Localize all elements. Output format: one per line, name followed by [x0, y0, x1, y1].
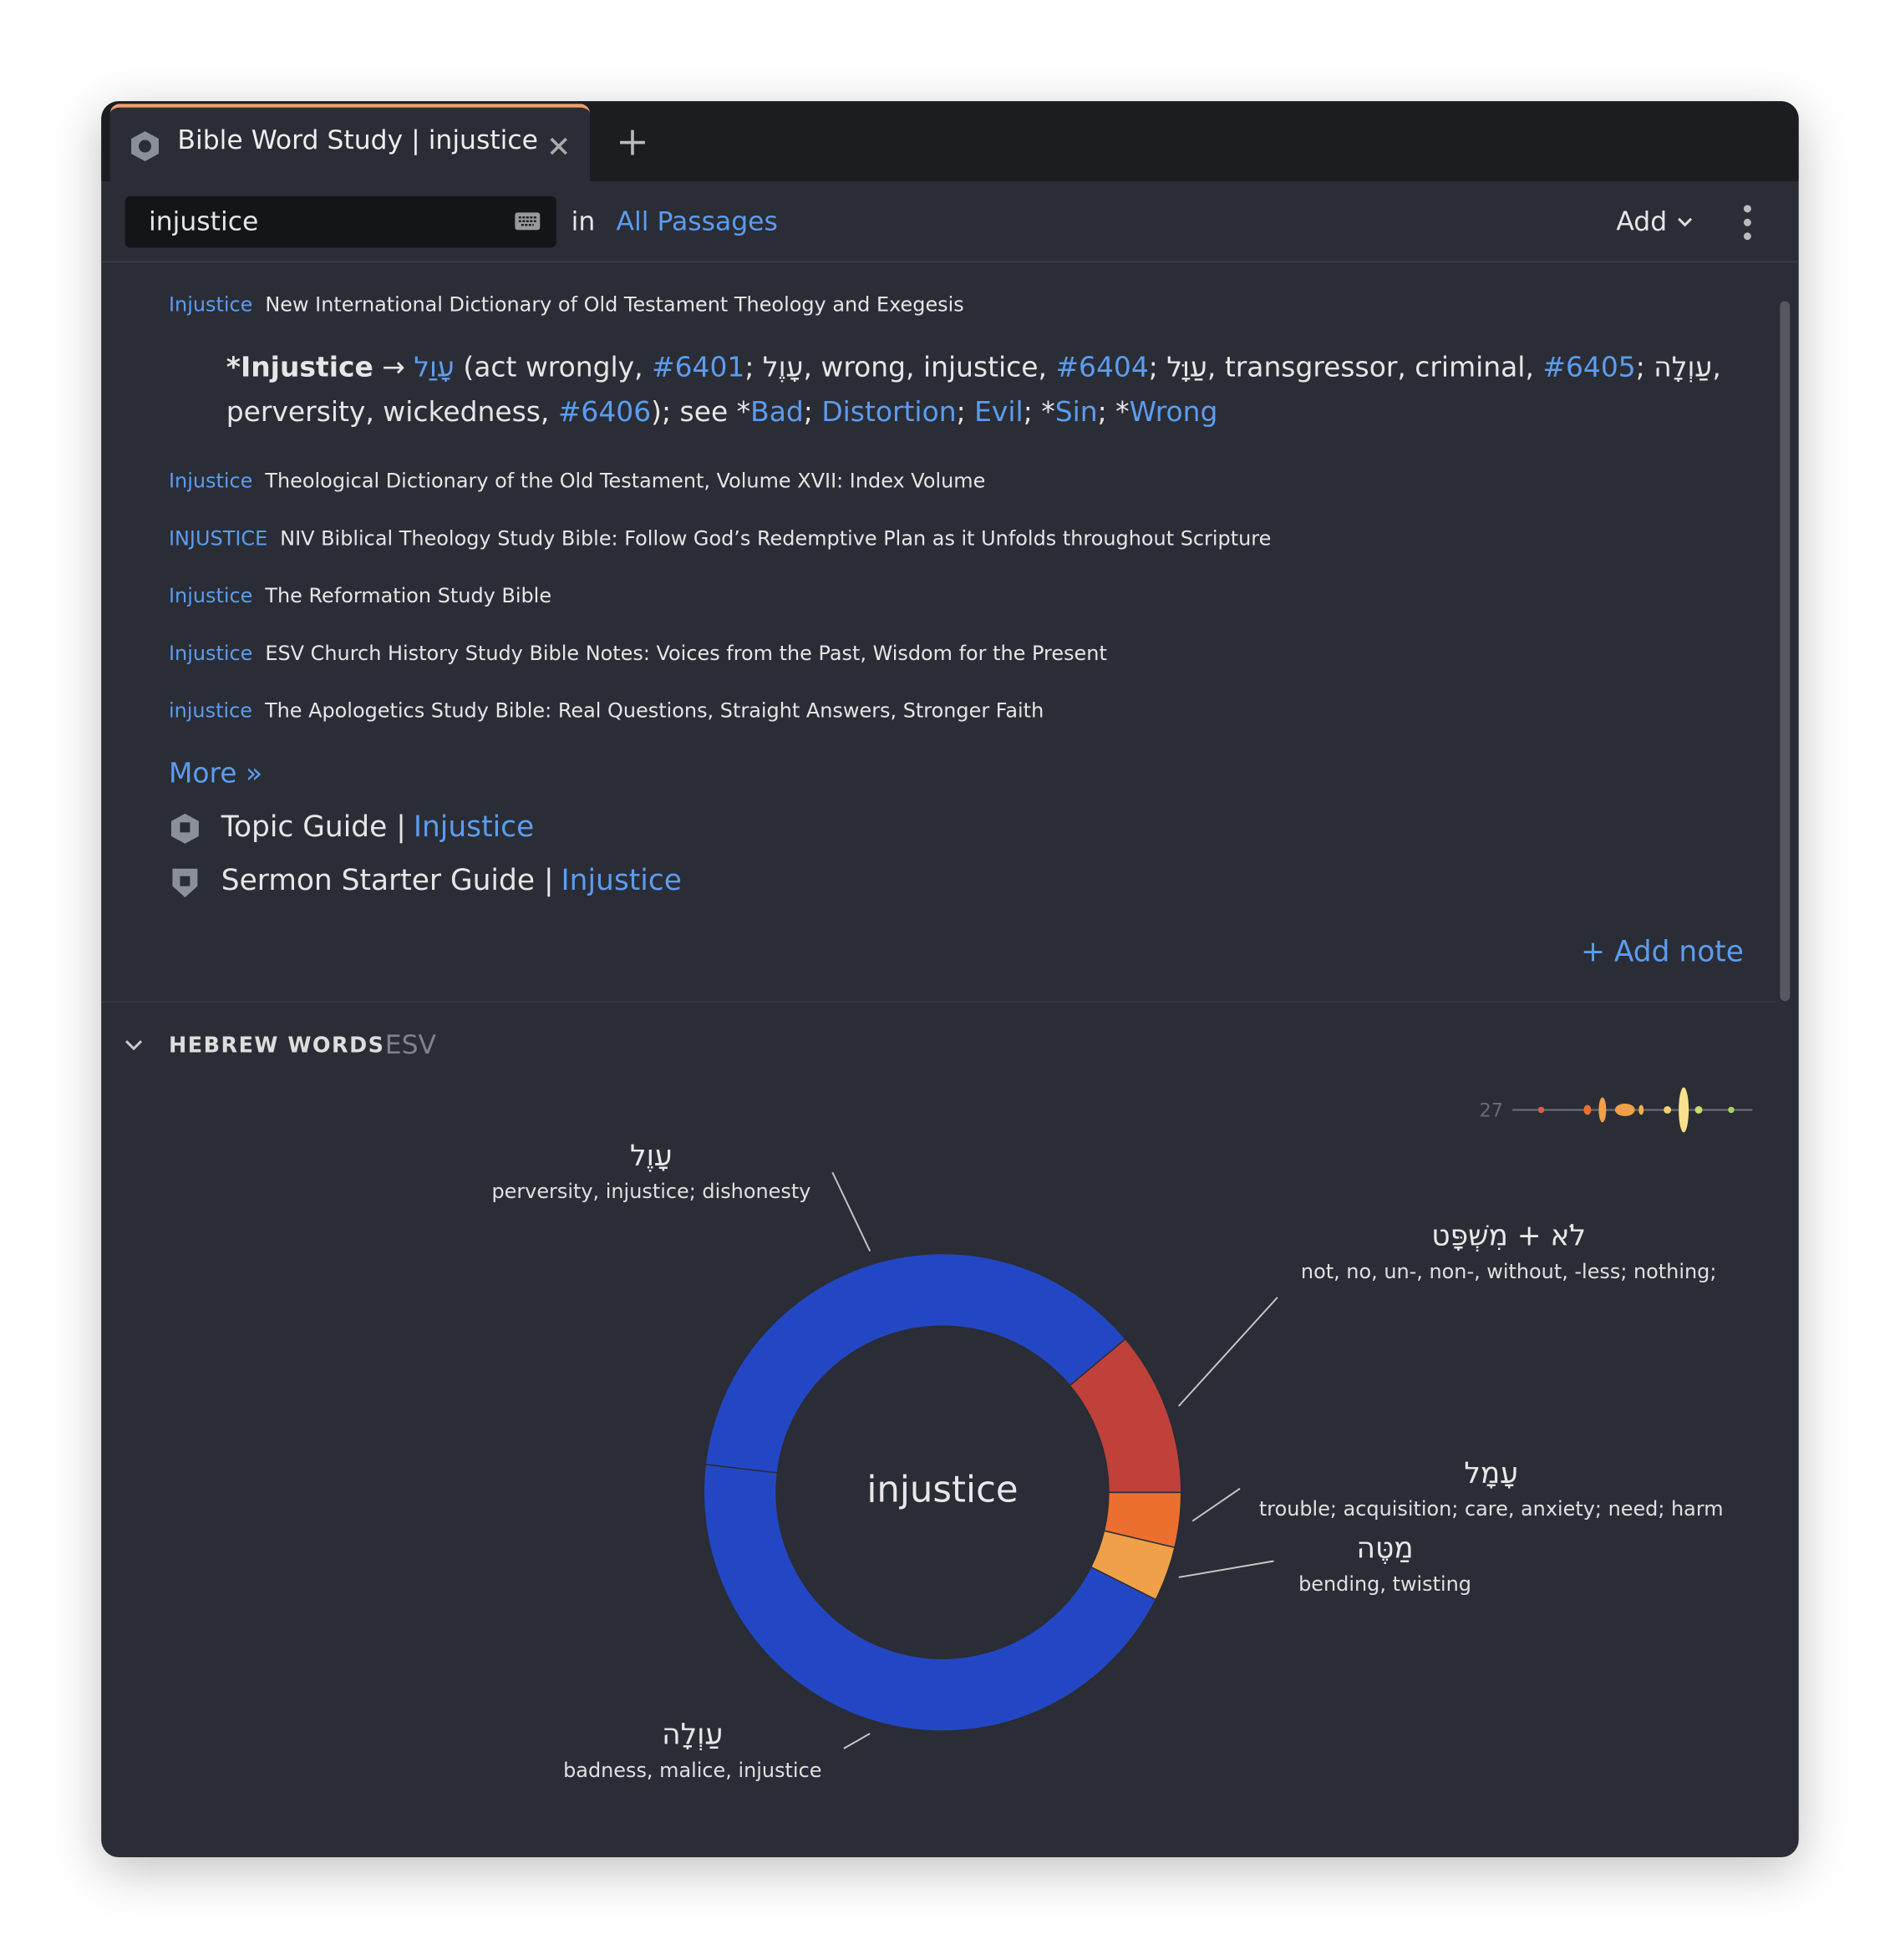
- segment-word: לֹא + מִשְׁפָּט: [1431, 1220, 1586, 1253]
- segment-gloss: not, no, un-, non-, without, -less; noth…: [1301, 1260, 1716, 1283]
- section-title: HEBREW WORDS: [168, 1033, 385, 1059]
- result-source[interactable]: Theological Dictionary of the Old Testam…: [265, 469, 986, 493]
- section-version: ESV: [384, 1029, 437, 1060]
- guide-link[interactable]: Injustice: [413, 810, 535, 844]
- segment-word: עַוְלָה: [662, 1718, 723, 1751]
- keyboard-icon[interactable]: [514, 211, 541, 231]
- result-source[interactable]: The Apologetics Study Bible: Real Questi…: [264, 698, 1044, 723]
- entry-plain: , wrong, injustice,: [803, 352, 1056, 384]
- guide-link[interactable]: Injustice: [561, 865, 682, 898]
- entry-plain: ; *: [1097, 397, 1130, 429]
- search-box[interactable]: injustice: [124, 195, 556, 248]
- more-link[interactable]: More »: [168, 759, 263, 790]
- result-term[interactable]: INJUSTICE: [168, 526, 268, 551]
- tab[interactable]: Bible Word Study | injustice: [109, 104, 591, 185]
- guide-label: Sermon Starter Guide |: [221, 865, 554, 898]
- entry-bold: *Injustice: [226, 352, 373, 384]
- guide-label: Topic Guide |: [221, 810, 406, 844]
- entry-plain: ;: [1148, 352, 1167, 384]
- entry-plain: ;: [744, 352, 763, 384]
- entry-link[interactable]: Evil: [974, 397, 1024, 429]
- result-term[interactable]: Injustice: [168, 583, 253, 608]
- entry-link[interactable]: עָוַל: [414, 352, 455, 384]
- search-query: injustice: [149, 206, 259, 236]
- entry-plain: עָוֶל: [762, 352, 804, 384]
- segment-gloss: perversity, injustice; dishonesty: [491, 1180, 810, 1203]
- add-button[interactable]: Add: [1616, 206, 1668, 236]
- result-row: Injustice Theological Dictionary of the O…: [169, 469, 985, 492]
- result-row: Injustice The Reformation Study Bible: [169, 584, 551, 607]
- entry-plain: ; *: [1023, 397, 1055, 429]
- sparkline-count: 27: [1479, 1099, 1503, 1121]
- close-tab[interactable]: [547, 135, 570, 158]
- guide-icon: [170, 813, 199, 844]
- result-row: Injustice ESV Church History Study Bible …: [169, 641, 1107, 664]
- add-chevron[interactable]: [1676, 216, 1694, 229]
- scope-link[interactable]: All Passages: [616, 206, 778, 236]
- entry-link[interactable]: #6404: [1055, 352, 1149, 384]
- entry-link[interactable]: #6405: [1542, 352, 1636, 384]
- entry-plain: ;: [1635, 352, 1654, 384]
- entry-link[interactable]: Sin: [1054, 397, 1098, 429]
- result-term[interactable]: Injustice: [168, 292, 253, 317]
- guide-row: Topic Guide | Injustice: [221, 811, 534, 844]
- segment-word: מַטֶּה: [1356, 1532, 1413, 1566]
- result-term[interactable]: Injustice: [168, 469, 253, 493]
- leader-line: [831, 1171, 871, 1252]
- leader-line: [843, 1733, 871, 1749]
- new-tab[interactable]: [617, 128, 648, 158]
- entry-plain: →: [373, 352, 414, 384]
- leader-line: [1178, 1297, 1278, 1407]
- result-row: Injustice New International Dictionary of…: [169, 292, 964, 316]
- entry-plain: ); see *: [651, 397, 751, 429]
- segment-gloss: trouble; acquisition; care, anxiety; nee…: [1259, 1497, 1724, 1521]
- entry-plain: , perversity, wickedness,: [226, 352, 1721, 429]
- result-row: injustice The Apologetics Study Bible: Re…: [169, 698, 1044, 722]
- add-note[interactable]: + Add note: [1581, 936, 1744, 969]
- guide-row: Sermon Starter Guide | Injustice: [221, 865, 682, 897]
- center-label: injustice: [866, 1470, 1018, 1511]
- donut-segment: [703, 1464, 1157, 1732]
- tab-bar: Bible Word Study | injustice: [101, 101, 1799, 185]
- divider: [101, 1001, 1776, 1003]
- entry-plain: ;: [956, 397, 975, 429]
- result-source[interactable]: NIV Biblical Theology Study Bible: Follo…: [280, 526, 1272, 551]
- result-term[interactable]: Injustice: [168, 641, 253, 665]
- leader-line: [1191, 1487, 1241, 1522]
- entry-plain: עַוְלָה: [1654, 352, 1713, 384]
- window: Bible Word Study | injustice injustice i…: [101, 101, 1799, 1858]
- entry-link[interactable]: #6406: [557, 397, 652, 429]
- sparkline: [1512, 1087, 1753, 1133]
- result-source[interactable]: New International Dictionary of Old Test…: [265, 292, 964, 317]
- entry-plain: (act wrongly,: [454, 352, 653, 384]
- menu-button[interactable]: [1739, 204, 1756, 241]
- scrollbar[interactable]: [1780, 301, 1791, 1002]
- entry-plain: עַוָּל: [1166, 352, 1207, 384]
- chart: 27 injustice עָוֶל perversity, injustice; …: [491, 1087, 1753, 1782]
- result-term[interactable]: injustice: [168, 698, 253, 723]
- segment-word: עָמָל: [1464, 1457, 1518, 1490]
- in-label: in: [571, 206, 596, 236]
- result-source[interactable]: The Reformation Study Bible: [265, 583, 552, 608]
- segment-gloss: badness, malice, injustice: [563, 1759, 821, 1782]
- entry-link[interactable]: Distortion: [821, 397, 957, 429]
- result-source[interactable]: ESV Church History Study Bible Notes: Vo…: [265, 641, 1107, 665]
- segment-gloss: bending, twisting: [1298, 1572, 1471, 1596]
- leader-line: [1178, 1560, 1274, 1578]
- entry-link[interactable]: Wrong: [1129, 397, 1218, 429]
- dictionary-entry: *Injustice → עָוַל (act wrongly, #6401 ; …: [226, 346, 1726, 436]
- collapse-chevron[interactable]: [124, 1038, 144, 1054]
- tab-icon: [131, 131, 159, 161]
- guide-icon: [172, 868, 198, 898]
- entry-plain: ;: [803, 397, 822, 429]
- entry-link[interactable]: Bad: [750, 397, 804, 429]
- entry-link[interactable]: #6401: [652, 352, 745, 384]
- entry-plain: , transgressor, criminal,: [1207, 352, 1543, 384]
- donut-segment: [704, 1252, 1127, 1474]
- result-row: INJUSTICE NIV Biblical Theology Study Bib…: [169, 526, 1271, 550]
- tab-title: Bible Word Study | injustice: [177, 124, 539, 155]
- segment-word: עָוֶל: [630, 1140, 673, 1173]
